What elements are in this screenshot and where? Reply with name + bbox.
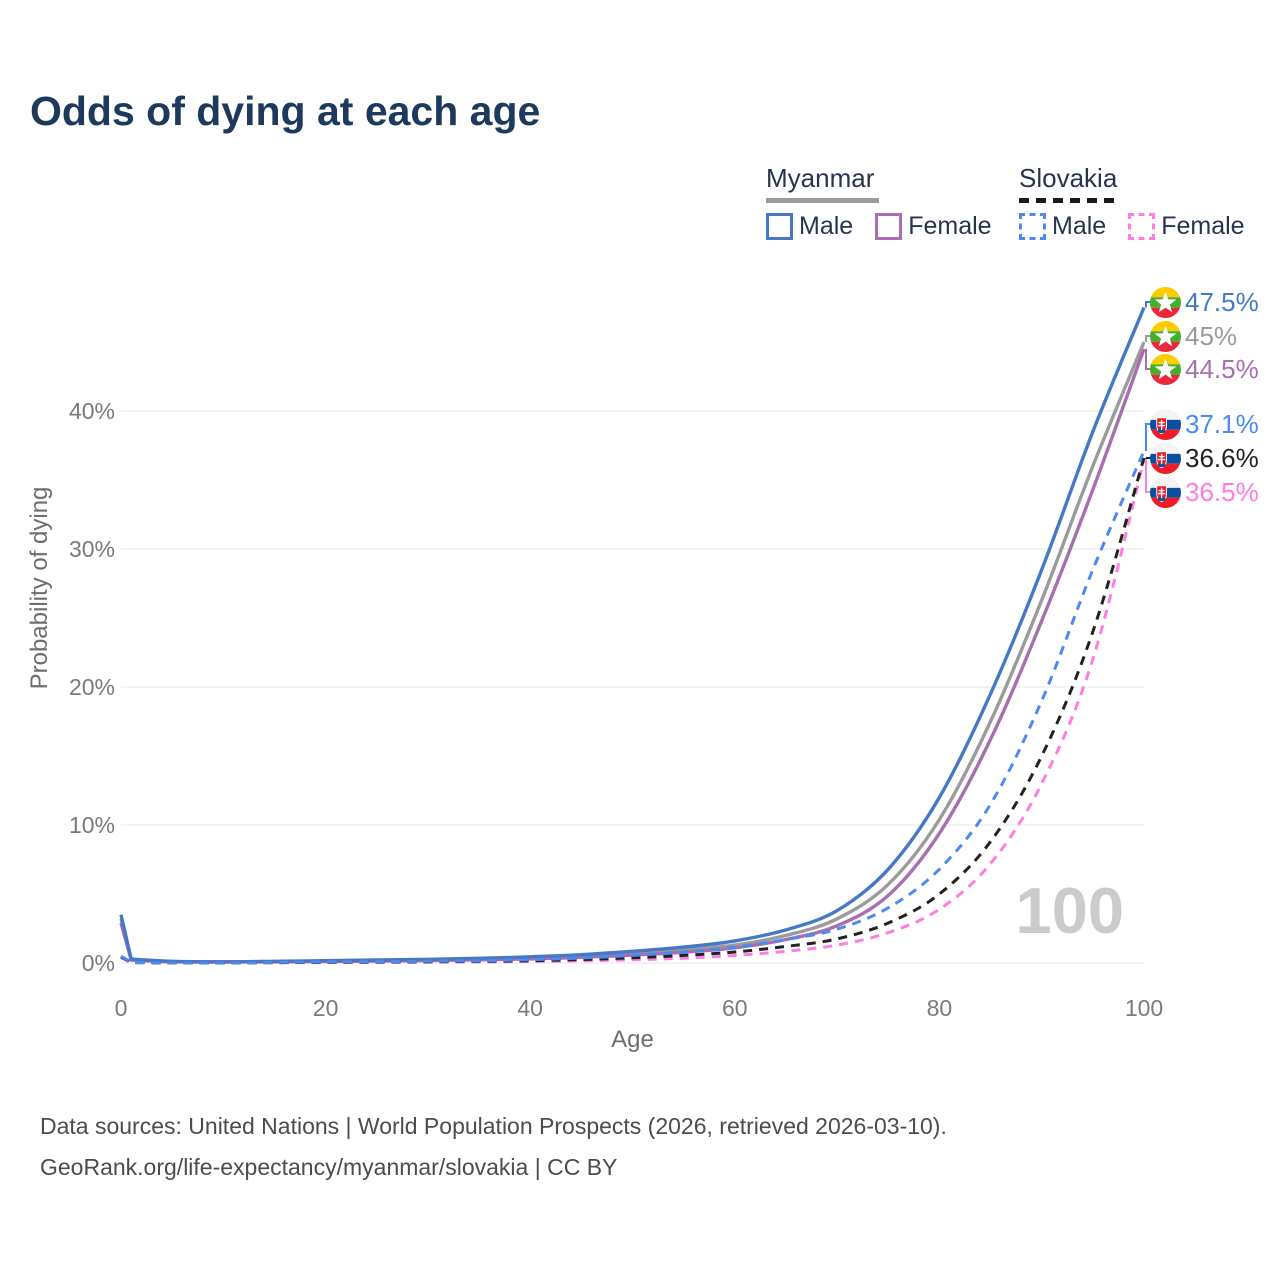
end-value: 36.5%: [1185, 476, 1259, 507]
footer-line-1: Data sources: United Nations | World Pop…: [40, 1113, 947, 1139]
end-label-myanmar-female: 44.5%: [1150, 353, 1259, 385]
y-axis-title: Probability of dying: [26, 486, 53, 690]
x-axis-title: Age: [611, 1026, 654, 1053]
legend-item-slovakia-male[interactable]: Male: [1019, 212, 1128, 241]
legend-country-myanmar: Myanmar: [766, 163, 875, 193]
page-title: Odds of dying at each age: [30, 88, 541, 134]
end-value: 44.5%: [1185, 353, 1259, 384]
end-label-slovakia-both: 36.6%: [1150, 442, 1259, 474]
legend-label: Female: [1161, 212, 1245, 240]
y-tick-label: 20%: [69, 674, 115, 700]
age-counter-watermark: 100: [1015, 874, 1124, 947]
legend-line-swatch-slovakia: [1019, 198, 1115, 203]
legend-label: Female: [908, 212, 992, 240]
legend-group-slovakia: Slovakia Male Female: [1019, 163, 1267, 241]
myanmar-flag-icon: [1150, 287, 1181, 318]
end-value: 47.5%: [1185, 286, 1259, 317]
legend-label: Male: [799, 212, 854, 240]
series-line-myanmar-both: [119, 341, 1146, 964]
legend-country-slovakia: Slovakia: [1019, 163, 1118, 193]
slovakia-flag-icon: [1150, 443, 1181, 474]
y-tick-label: 10%: [69, 812, 115, 838]
y-tick-label: 30%: [69, 536, 115, 562]
myanmar-flag-icon: [1150, 354, 1181, 385]
myanmar-male-swatch: [766, 213, 793, 240]
x-tick-label: 0: [115, 995, 128, 1021]
slovakia-male-swatch: [1019, 213, 1046, 240]
x-tick-label: 20: [313, 995, 339, 1021]
x-tick-label: 80: [927, 995, 953, 1021]
series-line-myanmar-female: [119, 348, 1146, 964]
y-tick-label: 0%: [82, 950, 115, 976]
data-source-footer: Data sources: United Nations | World Pop…: [40, 1106, 947, 1188]
end-value: 36.6%: [1185, 442, 1259, 473]
series-line-myanmar-male: [119, 306, 1146, 964]
end-value: 45%: [1185, 320, 1238, 351]
legend-line-swatch-myanmar: [766, 198, 879, 203]
legend-group-myanmar: Myanmar Male Female: [766, 163, 1014, 241]
series-line-slovakia-male: [120, 450, 1146, 965]
end-label-myanmar-male: 47.5%: [1150, 286, 1259, 318]
legend-label: Male: [1052, 212, 1107, 240]
end-value: 37.1%: [1185, 408, 1259, 439]
x-tick-label: 60: [722, 995, 748, 1021]
slovakia-flag-icon: [1150, 477, 1181, 508]
legend-item-myanmar-male[interactable]: Male: [766, 212, 875, 241]
footer-line-2: GeoRank.org/life-expectancy/myanmar/slov…: [40, 1154, 618, 1180]
x-tick-label: 40: [517, 995, 543, 1021]
myanmar-flag-icon: [1150, 321, 1181, 352]
slovakia-female-swatch: [1128, 213, 1156, 240]
legend-item-myanmar-female[interactable]: Female: [875, 212, 1013, 241]
end-label-slovakia-female: 36.5%: [1150, 476, 1259, 508]
y-tick-label: 40%: [69, 398, 115, 424]
x-tick-label: 100: [1125, 995, 1163, 1021]
myanmar-female-swatch: [875, 213, 903, 240]
end-label-myanmar-both: 45%: [1150, 320, 1237, 352]
slovakia-flag-icon: [1150, 409, 1181, 440]
end-label-slovakia-male: 37.1%: [1150, 408, 1259, 440]
legend-item-slovakia-female[interactable]: Female: [1128, 212, 1266, 241]
